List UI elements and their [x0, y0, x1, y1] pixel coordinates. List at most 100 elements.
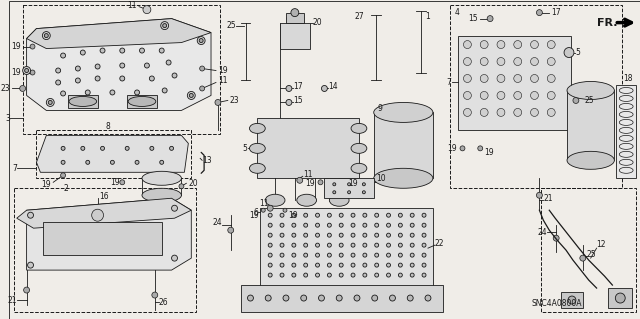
Bar: [44, 222, 162, 255]
Ellipse shape: [351, 163, 367, 173]
Circle shape: [531, 108, 538, 116]
Circle shape: [328, 233, 332, 237]
Circle shape: [95, 76, 100, 81]
Circle shape: [348, 183, 351, 186]
Circle shape: [573, 97, 579, 103]
Bar: [450, 5, 622, 188]
Ellipse shape: [297, 194, 317, 206]
Bar: [14, 188, 196, 312]
Ellipse shape: [374, 102, 433, 122]
Circle shape: [268, 253, 272, 257]
Circle shape: [200, 86, 205, 91]
Text: 19: 19: [11, 68, 20, 77]
Text: 25: 25: [585, 96, 595, 105]
Circle shape: [531, 92, 538, 100]
Circle shape: [46, 99, 54, 107]
Circle shape: [463, 75, 472, 83]
Circle shape: [61, 160, 65, 164]
Text: 19: 19: [11, 42, 20, 51]
Circle shape: [56, 68, 61, 73]
Circle shape: [286, 85, 292, 92]
Text: 24: 24: [212, 218, 222, 227]
Circle shape: [76, 66, 81, 71]
Text: 11: 11: [218, 76, 227, 85]
Bar: [260, 208, 433, 288]
Circle shape: [318, 180, 323, 185]
Circle shape: [321, 85, 328, 92]
Text: 19: 19: [484, 148, 494, 157]
Circle shape: [200, 66, 205, 71]
Text: 21: 21: [7, 295, 17, 305]
Circle shape: [351, 233, 355, 237]
Text: 26: 26: [159, 298, 168, 307]
Circle shape: [316, 253, 319, 257]
Circle shape: [161, 22, 168, 30]
Ellipse shape: [351, 123, 367, 133]
Circle shape: [135, 160, 139, 164]
Bar: [324, 178, 374, 198]
Text: 11: 11: [127, 1, 137, 10]
Text: 24: 24: [538, 228, 547, 237]
Ellipse shape: [69, 96, 97, 107]
Circle shape: [547, 57, 555, 65]
Text: 7: 7: [447, 78, 452, 87]
Text: 19: 19: [249, 211, 259, 220]
Polygon shape: [36, 135, 188, 172]
Circle shape: [387, 263, 390, 267]
Text: 23: 23: [0, 84, 10, 93]
Circle shape: [398, 213, 403, 217]
Ellipse shape: [142, 171, 181, 185]
Circle shape: [547, 41, 555, 48]
Circle shape: [514, 41, 522, 48]
Circle shape: [531, 57, 538, 65]
Circle shape: [316, 233, 319, 237]
Circle shape: [363, 263, 367, 267]
Circle shape: [463, 92, 472, 100]
Circle shape: [497, 75, 505, 83]
Text: 11: 11: [259, 199, 268, 208]
Circle shape: [339, 263, 343, 267]
Circle shape: [162, 88, 167, 93]
Circle shape: [179, 184, 184, 189]
Circle shape: [387, 253, 390, 257]
Bar: [68, 95, 98, 108]
Circle shape: [268, 243, 272, 247]
Ellipse shape: [330, 194, 349, 206]
Circle shape: [86, 160, 90, 164]
Circle shape: [547, 75, 555, 83]
Circle shape: [514, 108, 522, 116]
Circle shape: [61, 173, 65, 178]
Text: 23: 23: [230, 96, 239, 105]
Circle shape: [333, 183, 336, 186]
Circle shape: [297, 177, 303, 183]
Circle shape: [374, 243, 379, 247]
Circle shape: [342, 180, 347, 185]
Circle shape: [76, 78, 81, 83]
Text: 19: 19: [111, 178, 120, 187]
Circle shape: [460, 146, 465, 151]
Circle shape: [145, 63, 149, 68]
Circle shape: [304, 263, 308, 267]
Circle shape: [363, 243, 367, 247]
Circle shape: [398, 243, 403, 247]
Circle shape: [339, 273, 343, 277]
Circle shape: [316, 223, 319, 227]
Circle shape: [248, 295, 253, 301]
Text: 19: 19: [218, 66, 228, 75]
Text: 19: 19: [42, 180, 51, 189]
Circle shape: [351, 273, 355, 277]
Circle shape: [497, 92, 505, 100]
Polygon shape: [27, 198, 191, 270]
Circle shape: [280, 213, 284, 217]
Circle shape: [268, 223, 272, 227]
Circle shape: [316, 263, 319, 267]
Circle shape: [547, 108, 555, 116]
Circle shape: [387, 223, 390, 227]
Text: 3: 3: [5, 114, 10, 123]
Circle shape: [265, 295, 271, 301]
Circle shape: [280, 223, 284, 227]
Text: 19: 19: [348, 179, 358, 188]
Circle shape: [497, 57, 505, 65]
Bar: [561, 292, 583, 308]
Circle shape: [425, 295, 431, 301]
